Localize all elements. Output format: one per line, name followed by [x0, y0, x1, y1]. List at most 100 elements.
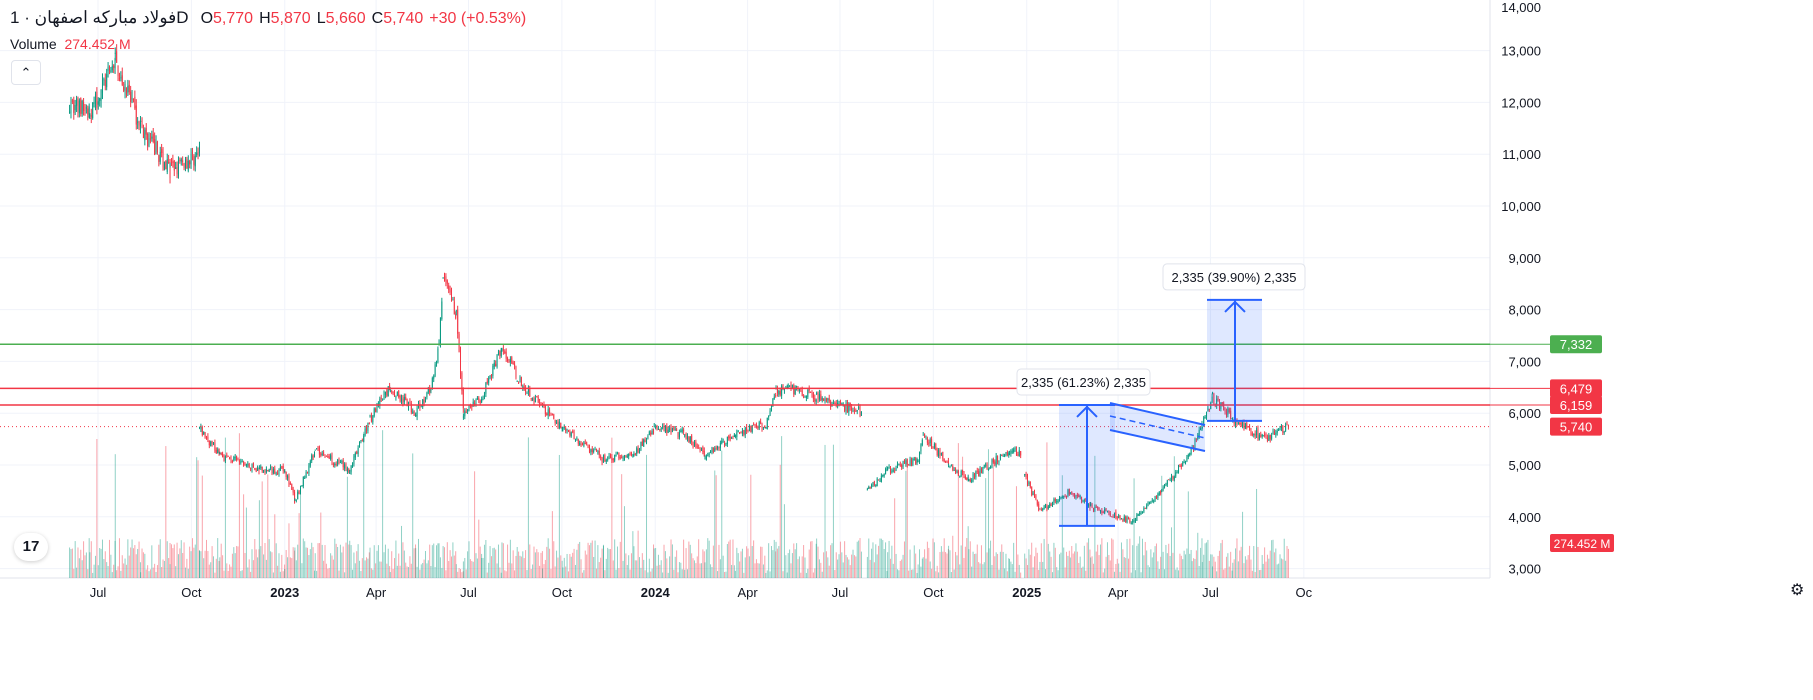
volume-bar: [1275, 548, 1277, 578]
candle-body: [213, 442, 214, 445]
volume-bar: [420, 564, 422, 578]
candle-body: [300, 487, 302, 493]
candle-body: [782, 385, 784, 390]
volume-bar: [725, 571, 727, 578]
candle-body: [879, 480, 881, 482]
volume-bar: [183, 542, 185, 578]
volume-bar: [465, 569, 467, 578]
volume-bar: [922, 557, 924, 578]
candle-body: [827, 398, 829, 400]
candle-body: [1079, 496, 1081, 498]
candle-body: [747, 430, 749, 432]
candle-body: [975, 471, 977, 478]
gear-icon[interactable]: ⚙: [1790, 582, 1805, 599]
volume-bar: [623, 506, 625, 578]
volume-bar: [640, 567, 642, 578]
volume-bar: [277, 565, 279, 578]
candle-body: [655, 427, 657, 429]
volume-bar: [455, 551, 457, 578]
volume-bar: [1261, 555, 1263, 578]
candle-body: [634, 453, 636, 455]
candle-body: [403, 396, 405, 402]
volume-bar: [772, 550, 774, 578]
candle-body: [748, 425, 750, 431]
volume-bar: [648, 558, 650, 578]
volume-bar: [1089, 549, 1091, 578]
low-label: L: [316, 10, 326, 27]
candle-body: [1134, 520, 1136, 522]
volume-bar: [563, 557, 565, 578]
volume-bar: [859, 538, 861, 578]
last-price-box: [1550, 417, 1602, 436]
candle-body: [646, 439, 648, 444]
candle-body: [969, 479, 971, 482]
volume-bar: [551, 511, 553, 578]
candle-body: [692, 441, 694, 447]
candle-body: [496, 354, 498, 368]
candle-body: [647, 436, 649, 439]
candle-body: [412, 411, 414, 413]
candle-body: [320, 453, 322, 456]
volume-bar: [111, 572, 113, 578]
volume-bar: [817, 546, 819, 578]
volume-bar: [546, 546, 548, 578]
volume-bar: [223, 570, 225, 578]
volume-bar: [128, 555, 130, 578]
volume-bar: [271, 552, 273, 578]
volume-bar: [1014, 571, 1016, 578]
volume-bar: [291, 558, 293, 578]
volume-bar: [1088, 538, 1090, 578]
volume-bar: [618, 568, 620, 578]
candle-body: [247, 464, 249, 466]
candle-body: [509, 358, 511, 362]
candle-body: [516, 381, 518, 383]
collapse-legend-button[interactable]: ⌃: [11, 60, 41, 85]
candle-body: [798, 389, 800, 391]
volume-bar: [1076, 551, 1078, 578]
volume-bar: [731, 564, 733, 578]
volume-bar: [182, 553, 184, 578]
candle-body: [159, 151, 161, 162]
candle-body: [1165, 483, 1167, 486]
candle-body: [495, 363, 497, 367]
volume-bar: [1247, 555, 1249, 578]
candle-body: [825, 398, 827, 401]
candle-body: [932, 446, 934, 449]
volume-bar: [616, 546, 618, 578]
candle-body: [295, 499, 297, 501]
candle-body: [120, 77, 122, 79]
volume-bar: [853, 555, 855, 578]
volume-bar: [186, 558, 188, 578]
candle-body: [144, 129, 146, 141]
candle-body: [868, 486, 870, 489]
candle-body: [526, 391, 528, 393]
volume-bar: [845, 554, 847, 578]
volume-bar: [312, 547, 314, 578]
candle-body: [889, 467, 891, 473]
candle-body: [462, 416, 464, 418]
candle-body: [818, 393, 820, 400]
high-label: H: [259, 10, 271, 27]
candle-body: [887, 468, 889, 470]
candle-body: [1275, 432, 1277, 435]
candle-body: [455, 310, 457, 312]
candle-body: [187, 160, 189, 171]
volume-bar: [1201, 538, 1203, 578]
candle-body: [1102, 512, 1104, 514]
candle-body: [244, 464, 246, 466]
volume-bar: [1132, 545, 1134, 578]
volume-bar: [1216, 571, 1218, 578]
volume-bar: [641, 553, 643, 578]
volume-bar: [995, 552, 997, 578]
candle-body: [872, 482, 874, 485]
volume-bar: [251, 549, 253, 578]
candle-body: [968, 480, 970, 482]
candle-body: [810, 391, 812, 393]
volume-bar: [1168, 543, 1170, 578]
volume-bar: [636, 560, 638, 578]
volume-bar: [896, 569, 898, 578]
tradingview-logo[interactable]: 17: [14, 533, 48, 561]
volume-bar: [294, 550, 296, 578]
candle-body: [838, 401, 840, 403]
